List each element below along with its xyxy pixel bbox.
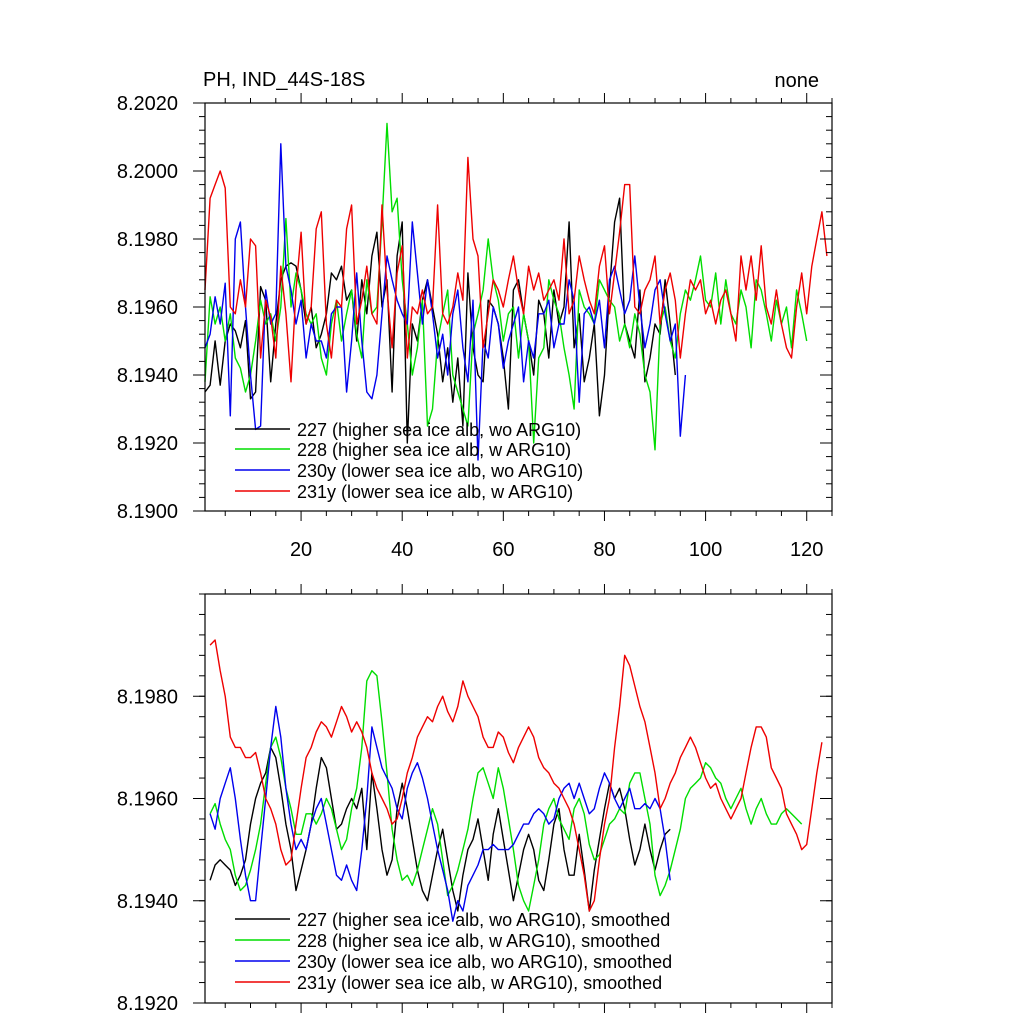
bottom-chart-frame — [204, 593, 833, 1004]
bottom-chart-ticks: 8.1920 8.1940 8.1960 8.1980 — [117, 584, 833, 1015]
legend-label-231y-smoothed: 231y (lower sea ice alb, w ARG10), smoot… — [297, 973, 662, 993]
bottom-y-tick-label: 8.1920 — [117, 993, 178, 1015]
top-y-tick-label: 8.1960 — [117, 297, 178, 319]
legend-label-230y: 230y (lower sea ice alb, wo ARG10) — [297, 461, 583, 481]
legend-label-228: 228 (higher sea ice alb, w ARG10) — [297, 440, 571, 460]
top-x-tick-label: 60 — [492, 539, 514, 561]
bottom-series-line-231y-smoothed — [209, 639, 823, 912]
top-y-tick-label: 8.1900 — [117, 501, 178, 523]
top-y-tick-label: 8.2020 — [117, 93, 178, 115]
top-chart-frame — [204, 102, 833, 512]
top-y-tick-label: 8.1940 — [117, 365, 178, 387]
top-x-tick-label: 80 — [593, 539, 615, 561]
bottom-chart-panel: 8.1920 8.1940 8.1960 8.1980 227 (higher sea… — [117, 584, 833, 1015]
legend-label-227-smoothed: 227 (higher sea ice alb, wo ARG10), smoo… — [297, 910, 670, 930]
top-y-tick-label: 8.1980 — [117, 229, 178, 251]
bottom-y-tick-label: 8.1980 — [117, 686, 178, 708]
top-chart-series — [204, 122, 828, 461]
top-x-tick-label: 100 — [689, 539, 722, 561]
bottom-chart-series — [209, 639, 823, 922]
top-x-tick-label: 20 — [290, 539, 312, 561]
top-chart-panel: 20 40 60 80 100 120 8.1900 8.1920 8.1940 8.1960 8.… — [117, 93, 833, 561]
bottom-series-line-230y-smoothed — [209, 705, 671, 922]
top-series-line-230y — [204, 143, 687, 461]
legend-label-227: 227 (higher sea ice alb, wo ARG10) — [297, 420, 581, 440]
top-series-line-231y — [204, 156, 828, 383]
legend-label-231y: 231y (lower sea ice alb, w ARG10) — [297, 482, 573, 502]
top-chart-ticks: 20 40 60 80 100 120 8.1900 8.1920 8.1940 8.1960 8.… — [117, 93, 833, 561]
top-x-tick-label: 120 — [790, 539, 823, 561]
top-chart-title: PH, IND_44S-18S — [203, 69, 365, 91]
top-x-tick-label: 40 — [391, 539, 413, 561]
top-chart-legend: 227 (higher sea ice alb, wo ARG10) 228 (… — [235, 420, 583, 502]
top-y-tick-label: 8.1920 — [117, 433, 178, 455]
bottom-y-tick-label: 8.1960 — [117, 789, 178, 811]
bottom-chart-legend: 227 (higher sea ice alb, wo ARG10), smoo… — [235, 910, 672, 993]
bottom-y-tick-label: 8.1940 — [117, 891, 178, 913]
legend-label-230y-smoothed: 230y (lower sea ice alb, wo ARG10), smoo… — [297, 952, 672, 972]
top-chart-right-label: none — [775, 70, 820, 92]
legend-label-228-smoothed: 228 (higher sea ice alb, w ARG10), smoot… — [297, 931, 660, 951]
top-y-tick-label: 8.2000 — [117, 161, 178, 183]
